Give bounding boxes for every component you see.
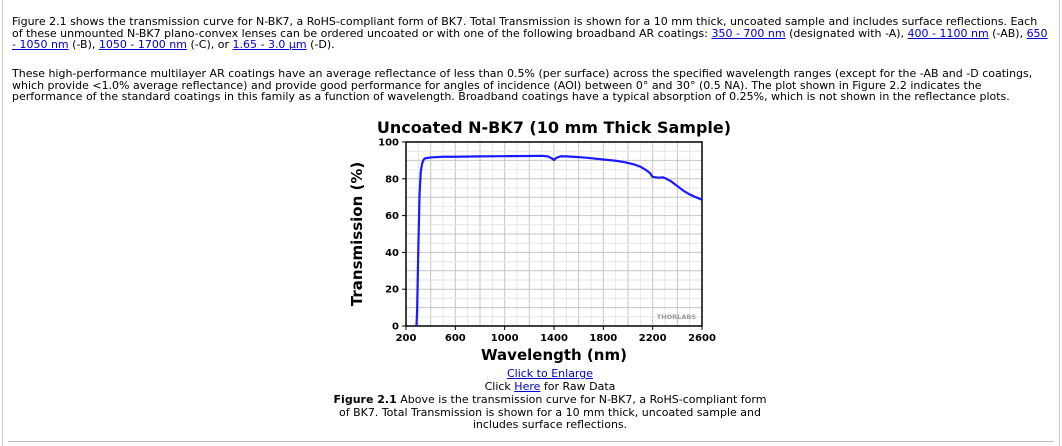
thorlabs-watermark: THORLABS (657, 313, 697, 321)
x-tick-label: 1000 (491, 333, 519, 344)
figure-caption: Figure 2.1 Above is the transmission cur… (330, 393, 770, 432)
figure-caption-text: Above is the transmission curve for N-BK… (338, 393, 767, 431)
chart-title: Uncoated N-BK7 (10 mm Thick Sample) (377, 118, 730, 137)
y-tick-label: 100 (378, 138, 399, 149)
raw-data-prefix: Click (484, 380, 515, 393)
left-frame-border (2, 0, 3, 446)
coating-paragraph: These high-performance multilayer AR coa… (12, 67, 1033, 103)
intro-text-b: (designated with -A), (785, 26, 908, 40)
intro-paragraph: Figure 2.1 shows the transmission curve … (12, 16, 1048, 51)
coating-link-d[interactable]: 1.65 - 3.0 µm (232, 38, 307, 51)
transmission-series-line (415, 154, 703, 327)
x-tick-label: 1800 (589, 333, 617, 344)
chart-series (415, 154, 703, 327)
x-tick-label: 2600 (688, 333, 716, 344)
enlarge-row: Click to Enlarge (330, 367, 770, 381)
right-frame-border (1059, 0, 1060, 446)
coating-link-c[interactable]: 1050 - 1700 nm (98, 38, 187, 51)
click-to-enlarge-link[interactable]: Click to Enlarge (506, 367, 594, 380)
intro-text-d: (-B), (68, 38, 99, 51)
y-tick-label: 40 (385, 248, 399, 259)
raw-data-link[interactable]: Here (514, 380, 541, 393)
x-axis-label: Wavelength (nm) (481, 346, 627, 364)
raw-data-suffix: for Raw Data (540, 380, 616, 393)
intro-text-e: (-C), or (187, 38, 233, 51)
y-tick-label: 20 (385, 285, 399, 296)
y-tick-label: 0 (392, 322, 399, 333)
y-tick-label: 60 (385, 211, 399, 222)
intro-text-f: (-D). (306, 38, 335, 51)
intro-text-a: Figure 2.1 shows the transmission curve … (12, 15, 1038, 40)
figure-number: Figure 2.1 (333, 393, 397, 406)
bottom-divider (8, 441, 1054, 442)
coating-link-b[interactable]: 650 - 1050 nm (12, 26, 1048, 51)
coating-link-a[interactable]: 350 - 700 nm (711, 26, 786, 40)
transmission-chart[interactable]: Uncoated N-BK7 (10 mm Thick Sample) Tran… (330, 112, 730, 368)
y-tick-label: 80 (385, 174, 399, 185)
x-tick-label: 1400 (540, 333, 568, 344)
intro-text-c: (-AB), (988, 26, 1027, 40)
x-tick-label: 2200 (639, 333, 667, 344)
raw-data-row: Click Here for Raw Data (330, 380, 770, 394)
plot-area-frame (405, 141, 703, 327)
chart-ticks: 200 600 1000 1400 1800 2200 2600 0 20 40 60 80 100 (378, 138, 716, 345)
x-tick-label: 200 (396, 333, 417, 344)
chart-grid (406, 142, 702, 326)
coating-link-ab[interactable]: 400 - 1100 nm (907, 26, 989, 40)
x-tick-label: 600 (445, 333, 466, 344)
y-axis-label: Transmission (%) (348, 162, 366, 306)
